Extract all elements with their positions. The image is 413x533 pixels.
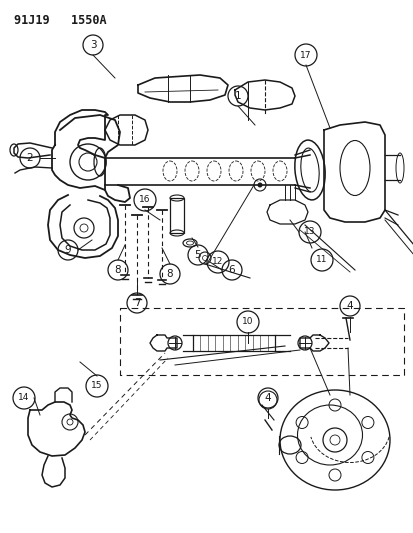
Text: 3: 3 <box>90 40 96 50</box>
Text: 91J19   1550A: 91J19 1550A <box>14 14 107 27</box>
Text: 16: 16 <box>139 196 150 205</box>
Text: 8: 8 <box>166 269 173 279</box>
Text: 4: 4 <box>346 301 352 311</box>
Text: 17: 17 <box>299 51 311 60</box>
Text: 1: 1 <box>234 91 241 101</box>
Text: 7: 7 <box>133 298 140 308</box>
Text: 4: 4 <box>264 393 271 403</box>
Ellipse shape <box>257 182 262 188</box>
Text: 15: 15 <box>91 382 102 391</box>
Text: 10: 10 <box>242 318 253 327</box>
Text: 11: 11 <box>316 255 327 264</box>
Text: 14: 14 <box>18 393 30 402</box>
Text: 13: 13 <box>304 228 315 237</box>
Text: 5: 5 <box>194 250 201 260</box>
Text: 12: 12 <box>212 257 223 266</box>
Text: 2: 2 <box>26 153 33 163</box>
Text: 9: 9 <box>64 245 71 255</box>
Bar <box>170 198 183 233</box>
Text: 6: 6 <box>228 265 235 275</box>
Text: 8: 8 <box>114 265 121 275</box>
